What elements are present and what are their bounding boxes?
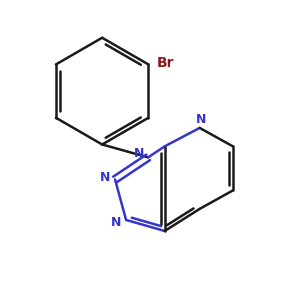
Text: N: N — [111, 216, 121, 230]
Text: N: N — [134, 147, 144, 160]
Text: N: N — [196, 113, 207, 126]
Text: Br: Br — [157, 56, 174, 70]
Text: N: N — [100, 171, 110, 184]
